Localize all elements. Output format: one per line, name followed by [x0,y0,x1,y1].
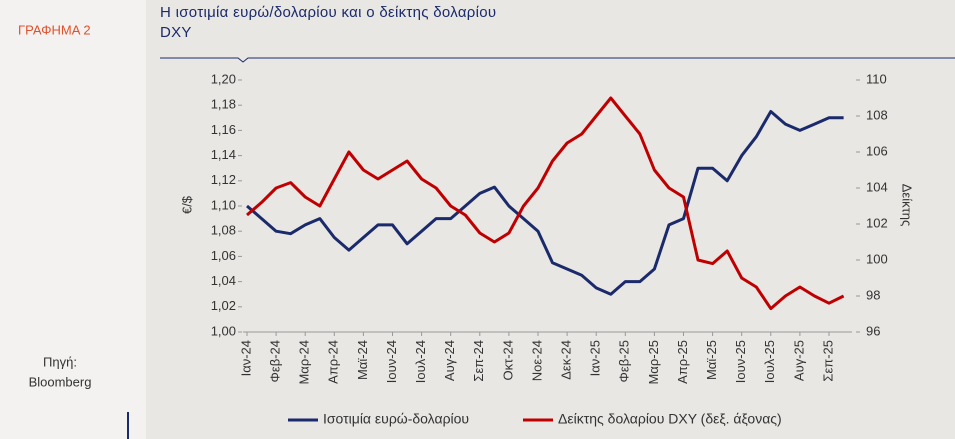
x-tick-label: Ιαν-25 [588,340,603,376]
x-tick-label: Νοε-24 [529,340,544,381]
y-tick-label: 1,14 [211,147,236,162]
x-tick-label: Ιουλ-24 [413,340,428,383]
title-rule [160,57,955,63]
y-tick-label: 1,16 [211,122,236,137]
x-tick-label: Οκτ-24 [500,340,515,381]
x-tick-label: Αυγ-25 [791,340,806,381]
x-tick-label: Φεβ-25 [617,340,632,382]
x-tick-label: Μαϊ-24 [355,340,370,380]
sidebar [0,0,146,439]
y-axis-label: €/$ [179,195,194,214]
y-tick-label: 1,10 [211,197,236,212]
y2-axis-label: Δείκτης [900,184,915,227]
x-tick-label: Ιουν-25 [733,340,748,383]
x-tick-label: Σεπ-25 [820,340,835,382]
x-tick-label: Μαρ-25 [646,340,661,385]
data-line [246,110,844,296]
y2-tick-label: 96 [866,323,880,338]
x-tick-label: Ιουν-24 [384,340,399,383]
y-tick-label: 1,00 [211,323,236,338]
y-tick-label: 1,06 [211,248,236,263]
legend-label: Ισοτιμία ευρώ-δολαρίου [323,411,469,427]
x-tick-label: Σεπ-24 [471,340,486,382]
x-tick-label: Απρ-24 [326,340,341,384]
y2-tick-label: 106 [866,143,888,158]
y2-tick-label: 108 [866,107,888,122]
data-line [246,96,845,311]
y-tick-label: 1,08 [211,223,236,238]
y-tick-label: 1,02 [211,298,236,313]
x-tick-label: Απρ-25 [675,340,690,384]
y-tick-label: 1,18 [211,97,236,112]
y2-tick-label: 102 [866,215,888,230]
x-tick-label: Μαϊ-25 [704,340,719,380]
x-tick-label: Ιουλ-25 [762,340,777,383]
source: Bloomberg [29,374,92,389]
source-label: Πηγή: [43,354,77,369]
x-tick-label: Μαρ-24 [297,340,312,385]
chart-title: DXY [160,24,192,41]
x-tick-label: Ιαν-24 [238,340,253,376]
y-tick-label: 1,12 [211,172,236,187]
x-tick-label: Δεκ-24 [559,340,574,380]
chart-number: ΓΡΑΦΗΜΑ 2 [18,22,91,37]
x-tick-label: Φεβ-24 [268,340,283,382]
y-tick-label: 1,20 [211,71,236,86]
y2-tick-label: 110 [866,71,887,86]
legend-label: Δείκτης δολαρίου DXY (δεξ. άξονας) [558,411,782,427]
y-tick-label: 1,04 [211,273,236,288]
y2-tick-label: 100 [866,251,888,266]
chart-title: Η ισοτιμία ευρώ/δολαρίου και ο δείκτης δ… [160,4,496,21]
y2-tick-label: 98 [866,287,880,302]
y2-tick-label: 104 [866,179,888,194]
x-tick-label: Αυγ-24 [442,340,457,381]
